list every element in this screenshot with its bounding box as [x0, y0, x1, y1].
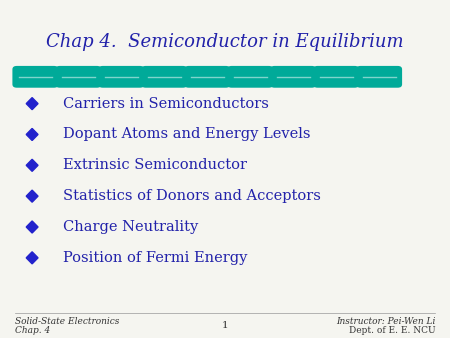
Text: Dopant Atoms and Energy Levels: Dopant Atoms and Energy Levels [63, 127, 310, 142]
FancyBboxPatch shape [55, 66, 101, 88]
Text: Chap. 4: Chap. 4 [14, 326, 50, 335]
Text: 1: 1 [222, 321, 228, 330]
Polygon shape [26, 190, 38, 202]
FancyBboxPatch shape [227, 66, 273, 88]
Polygon shape [26, 221, 38, 233]
FancyBboxPatch shape [313, 66, 359, 88]
Polygon shape [26, 98, 38, 110]
Text: Dept. of E. E. NCU: Dept. of E. E. NCU [349, 326, 436, 335]
Text: Instructor: Pei-Wen Li: Instructor: Pei-Wen Li [336, 317, 436, 326]
FancyBboxPatch shape [141, 66, 187, 88]
FancyBboxPatch shape [356, 66, 402, 88]
Text: Carriers in Semiconductors: Carriers in Semiconductors [63, 97, 269, 111]
FancyBboxPatch shape [98, 66, 144, 88]
Polygon shape [26, 159, 38, 171]
FancyBboxPatch shape [184, 66, 230, 88]
Polygon shape [26, 252, 38, 264]
Text: Chap 4.  Semiconductor in Equilibrium: Chap 4. Semiconductor in Equilibrium [46, 32, 404, 51]
Text: Statistics of Donors and Acceptors: Statistics of Donors and Acceptors [63, 189, 321, 203]
Text: Solid-State Electronics: Solid-State Electronics [14, 317, 119, 326]
Polygon shape [26, 128, 38, 141]
FancyBboxPatch shape [270, 66, 316, 88]
Text: Position of Fermi Energy: Position of Fermi Energy [63, 251, 247, 265]
FancyBboxPatch shape [13, 66, 59, 88]
Text: Extrinsic Semiconductor: Extrinsic Semiconductor [63, 158, 247, 172]
Text: Charge Neutrality: Charge Neutrality [63, 220, 198, 234]
